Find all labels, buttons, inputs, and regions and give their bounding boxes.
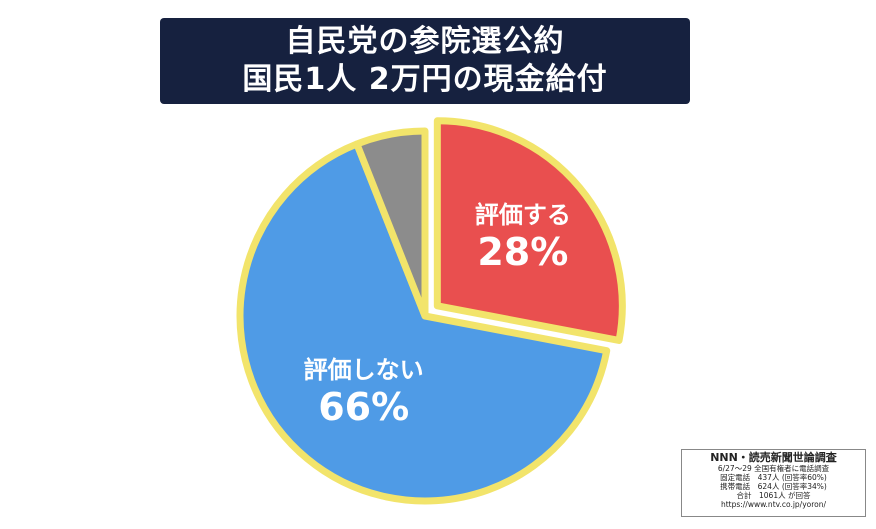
slice-value-label: 28% — [477, 230, 568, 274]
source-line: 固定電話 437人 (回答率60%) — [720, 473, 827, 482]
slice-label: 評価する — [475, 201, 571, 229]
source-title: NNN・読売新聞世論調査 — [710, 451, 837, 464]
slice-value-label: 66% — [318, 385, 409, 429]
source-line: 合計 1061人 が回答 — [736, 491, 811, 500]
pie-slice — [433, 117, 626, 344]
slice-label: 評価しない — [304, 356, 424, 384]
source-line: 携帯電話 624人 (回答率34%) — [720, 482, 827, 491]
pie-slice — [353, 127, 429, 320]
source-url: https://www.ntv.co.jp/yoron/ — [720, 500, 827, 509]
pie-slice — [236, 140, 611, 505]
title-banner: 自民党の参院選公約 国民1人 2万円の現金給付 — [160, 18, 690, 104]
source-box: NNN・読売新聞世論調査 6/27〜29 全国有権者に電話調査 固定電話 437… — [681, 449, 866, 517]
source-line: 6/27〜29 全国有権者に電話調査 — [717, 464, 830, 473]
title-line-1: 自民党の参院選公約 — [285, 24, 565, 59]
title-line-2: 国民1人 2万円の現金給付 — [242, 62, 608, 97]
